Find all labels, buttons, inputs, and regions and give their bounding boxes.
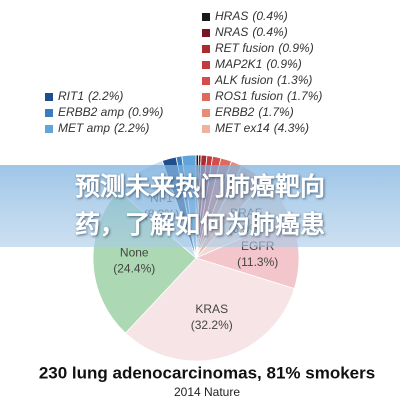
legend-value: (0.9%) xyxy=(128,105,163,119)
legend-label: NRAS (0.4%) xyxy=(215,25,288,39)
legend-value: (1.3%) xyxy=(277,73,312,87)
legend-name: ROS1 fusion xyxy=(215,89,283,103)
legend-swatch xyxy=(202,93,210,101)
legend-value: (2.2%) xyxy=(88,89,123,103)
legend-label: ERBB2 (1.7%) xyxy=(215,105,294,119)
legend-value: (4.3%) xyxy=(274,121,309,135)
legend-label: MET amp (2.2%) xyxy=(58,121,149,135)
slice-label: KRAS xyxy=(195,302,228,316)
caption: 230 lung adenocarcinomas, 81% smokers xyxy=(39,363,375,382)
legend-value: (1.7%) xyxy=(258,105,293,119)
legend-value: (0.9%) xyxy=(278,41,313,55)
legend-label: MET ex14 (4.3%) xyxy=(215,121,309,135)
legend-label: HRAS (0.4%) xyxy=(215,9,288,23)
legend-label: RIT1 (2.2%) xyxy=(58,89,123,103)
legend-swatch xyxy=(45,125,53,133)
slice-value-label: (32.2%) xyxy=(191,318,233,332)
legend-name: RET fusion xyxy=(215,41,275,55)
legend-swatch xyxy=(202,77,210,85)
legend-value: (0.4%) xyxy=(252,25,287,39)
legend-swatch xyxy=(45,93,53,101)
legend-name: MET ex14 xyxy=(215,121,270,135)
legend-name: MET amp xyxy=(58,121,110,135)
legend-swatch xyxy=(202,61,210,69)
legend-value: (0.9%) xyxy=(266,57,301,71)
slice-value-label: (24.4%) xyxy=(113,261,155,275)
legend-swatch xyxy=(202,109,210,117)
legend-name: ERBB2 xyxy=(215,105,255,119)
banner-line: 预测未来热门肺癌靶向 xyxy=(75,172,325,201)
legend-label: ROS1 fusion (1.7%) xyxy=(215,89,322,103)
legend-name: HRAS xyxy=(215,9,248,23)
pie-slice xyxy=(124,257,295,362)
legend-name: MAP2K1 xyxy=(215,57,262,71)
legend-name: NRAS xyxy=(215,25,248,39)
legend-value: (2.2%) xyxy=(114,121,149,135)
legend-swatch xyxy=(202,29,210,37)
slice-value-label: (11.3%) xyxy=(237,255,278,269)
legend-swatch xyxy=(202,13,210,21)
legend-name: ALK fusion xyxy=(214,73,273,87)
legend: HRAS (0.4%)NRAS (0.4%)RET fusion (0.9%)MAP2… xyxy=(45,9,322,135)
slice-label: None xyxy=(120,245,149,259)
legend-name: ERBB2 amp xyxy=(58,105,124,119)
legend-swatch xyxy=(202,45,210,53)
legend-swatch xyxy=(45,109,53,117)
legend-label: RET fusion (0.9%) xyxy=(215,41,314,55)
legend-label: MAP2K1 (0.9%) xyxy=(215,57,302,71)
legend-name: RIT1 xyxy=(58,89,84,103)
legend-label: ALK fusion (1.3%) xyxy=(214,73,312,87)
source: 2014 Nature xyxy=(174,385,240,399)
legend-value: (1.7%) xyxy=(287,89,322,103)
banner-background xyxy=(0,165,400,247)
legend-swatch xyxy=(202,125,210,133)
legend-value: (0.4%) xyxy=(252,9,287,23)
banner-line: 药，了解如何为肺癌患 xyxy=(75,210,325,239)
legend-label: ERBB2 amp (0.9%) xyxy=(58,105,163,119)
